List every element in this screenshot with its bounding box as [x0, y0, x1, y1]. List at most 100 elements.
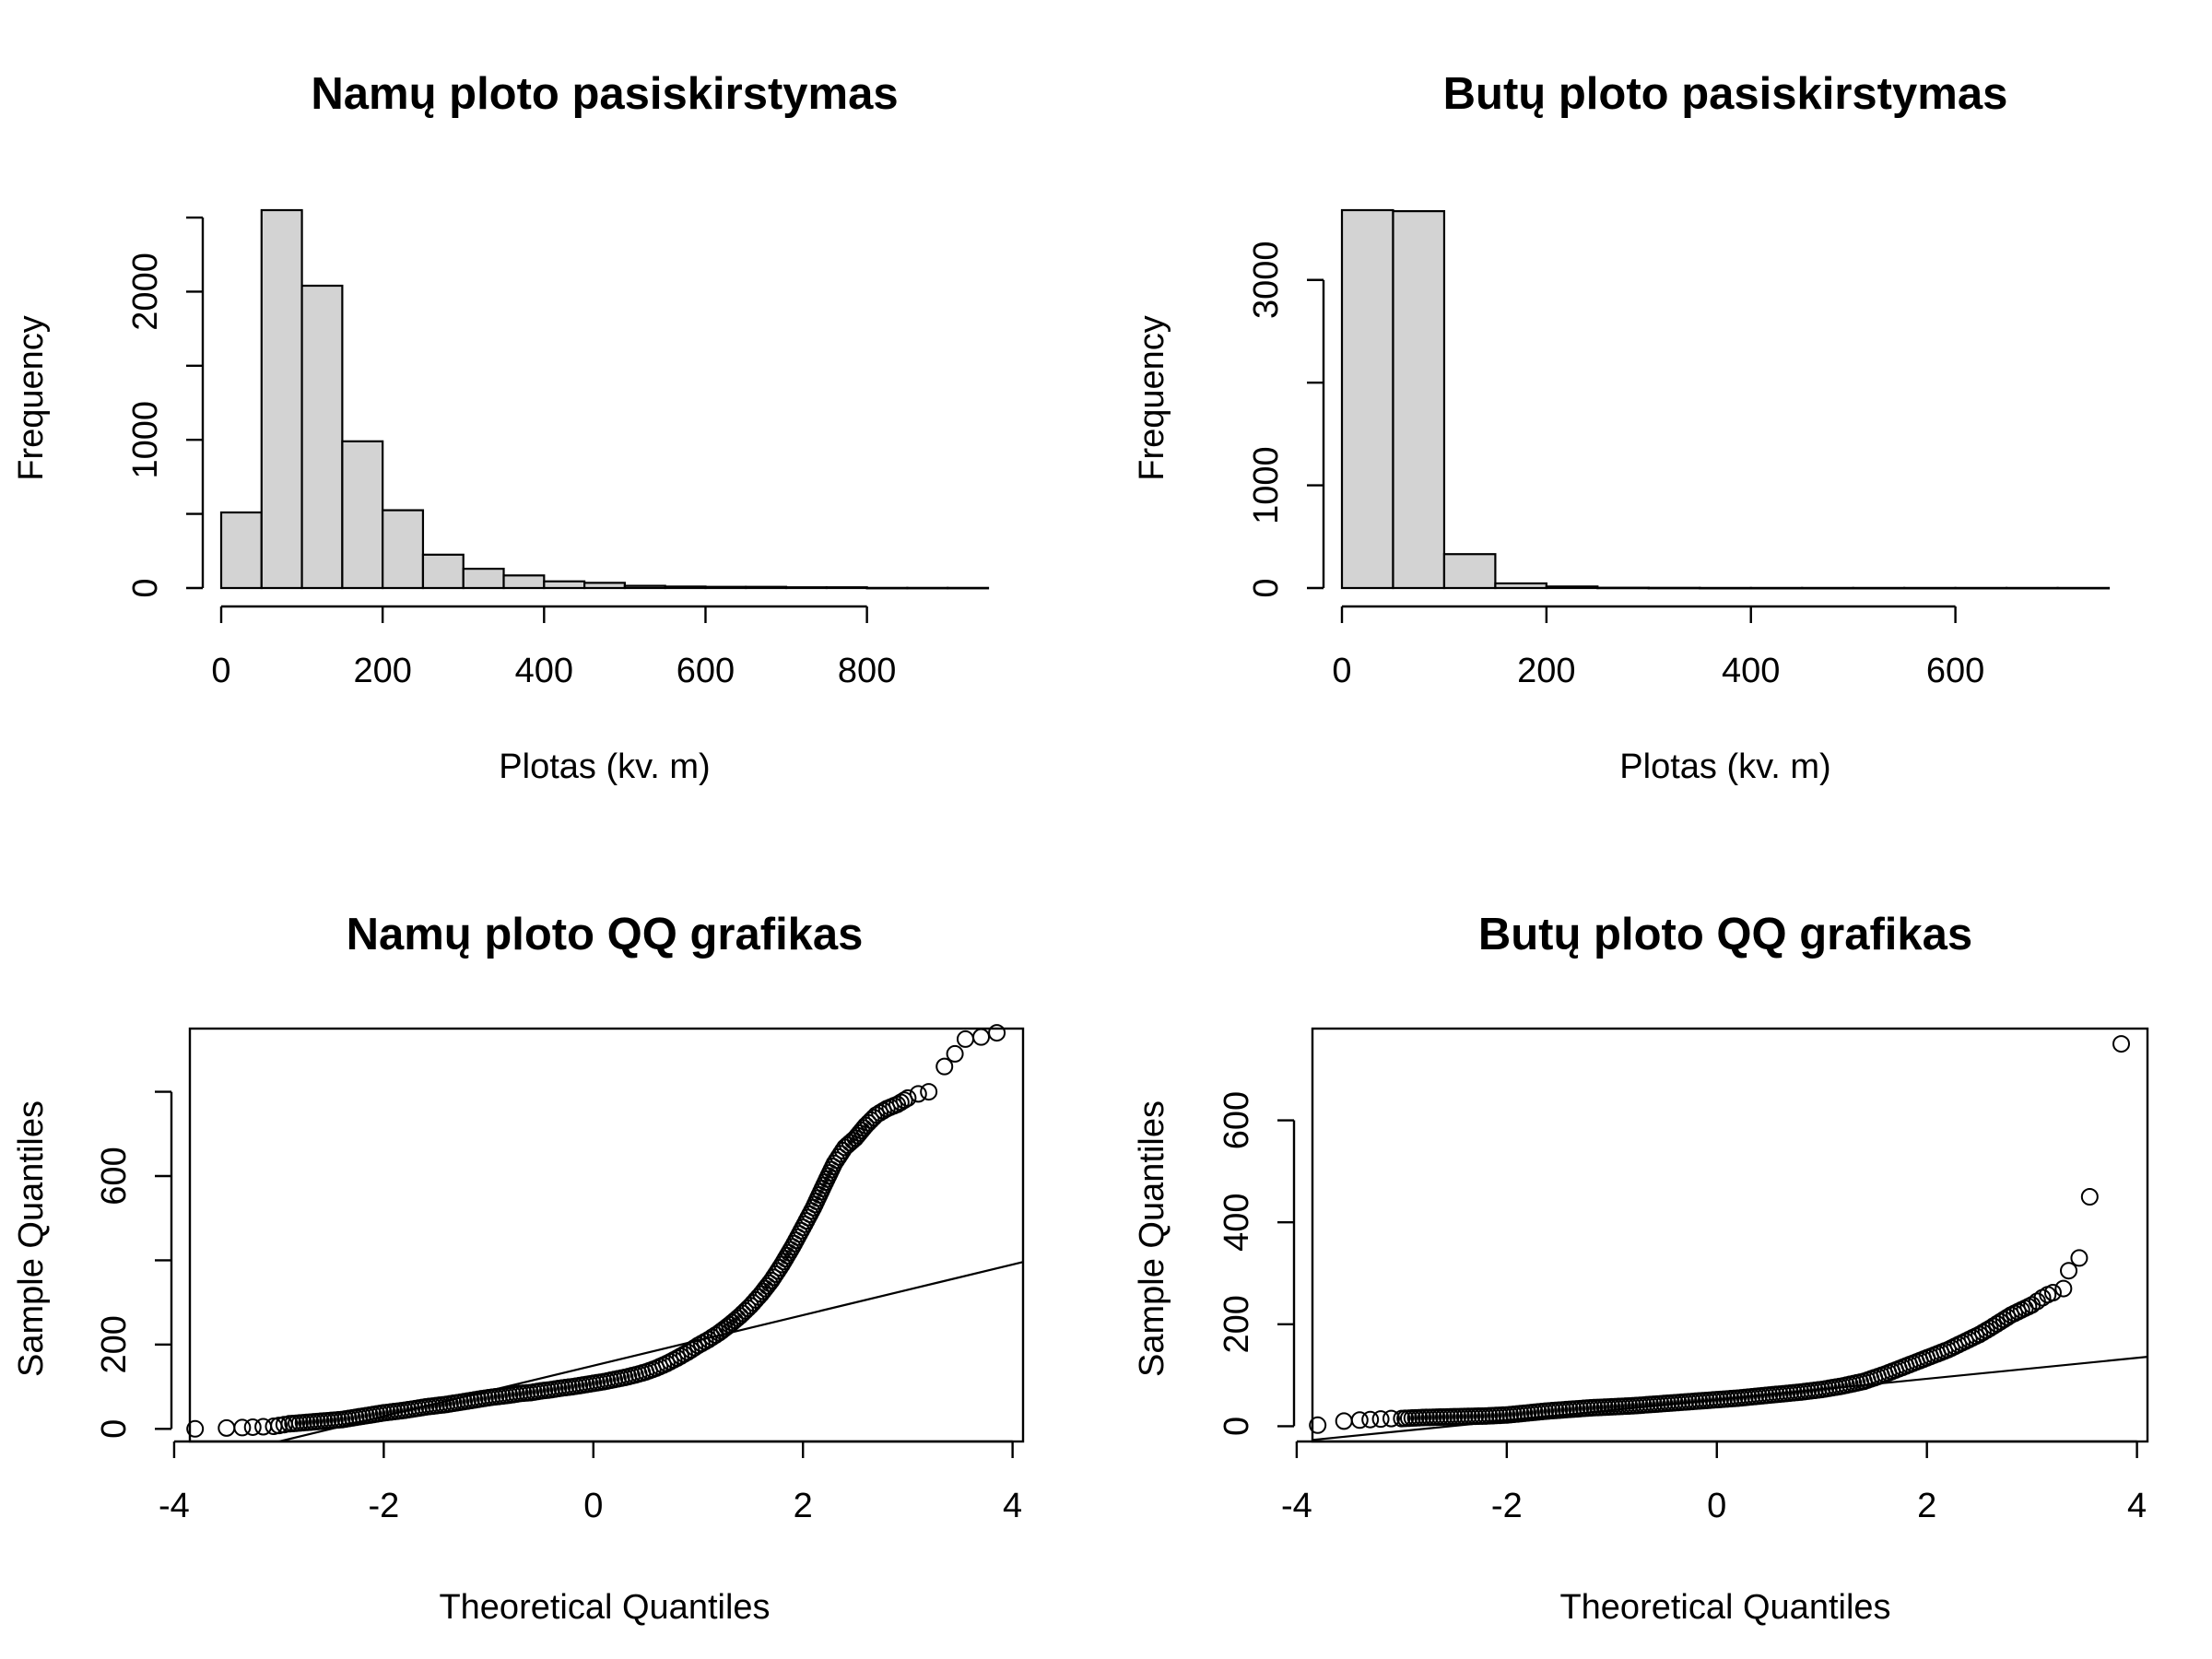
y-tick-label: 600	[95, 1147, 134, 1205]
x-tick-label: -4	[1281, 1487, 1312, 1525]
histogram-bar	[502, 574, 546, 590]
chart-title: Butų ploto pasiskirstymas	[1443, 69, 2008, 119]
histogram-bar	[1852, 586, 1906, 590]
histogram-bar	[341, 440, 384, 590]
y-tick-label: 0	[1247, 578, 1286, 597]
qq-point	[946, 1044, 964, 1063]
histogram-bar	[704, 585, 747, 590]
histogram-bar	[745, 585, 788, 590]
y-tick-label: 600	[1218, 1091, 1256, 1149]
histogram-bar	[825, 586, 868, 590]
x-axis-label: Theoretical Quantiles	[1559, 1588, 1890, 1627]
x-tick-label: 400	[515, 652, 573, 690]
qq-point	[972, 1028, 991, 1046]
x-tick-label: 200	[353, 652, 411, 690]
x-tick-label: 200	[1517, 652, 1575, 690]
qq-point	[233, 1418, 252, 1437]
histogram-bar	[462, 567, 505, 590]
qq-point	[1382, 1409, 1400, 1428]
qq-point	[895, 1091, 913, 1110]
qq-point	[1361, 1410, 1380, 1429]
qq-point	[1309, 1416, 1327, 1434]
qq-point	[899, 1088, 917, 1107]
histogram-houses: Namų ploto pasiskirstymas Plotas (kv. m)…	[12, 69, 990, 786]
chart-title: Namų ploto QQ grafikas	[347, 910, 864, 959]
histogram-bar	[1340, 208, 1394, 590]
x-tick-label: -4	[159, 1487, 190, 1525]
y-tick-label: 0	[1218, 1417, 1256, 1436]
histogram-bar	[1801, 586, 1854, 590]
x-tick-label: 2	[1917, 1487, 1936, 1525]
x-tick-label: 800	[838, 652, 896, 690]
qq-point	[935, 1057, 954, 1076]
y-tick-label: 0	[95, 1419, 134, 1439]
x-tick-label: 2	[794, 1487, 813, 1525]
plot-box	[1311, 1027, 2149, 1443]
histogram-bar	[382, 509, 425, 590]
y-axis-label: Frequency	[1133, 315, 1171, 481]
qq-plot-houses: Namų ploto QQ grafikas Theoretical Quant…	[12, 910, 1025, 1627]
histogram-bar	[784, 586, 828, 590]
histogram-bar	[906, 586, 949, 590]
qq-point	[186, 1419, 205, 1438]
histogram-bar	[1494, 582, 1547, 590]
histogram-bar	[1545, 585, 1599, 590]
histogram-bar	[260, 208, 303, 590]
histogram-bar	[947, 586, 990, 590]
qq-point	[218, 1418, 236, 1437]
x-tick-label: 600	[1926, 652, 1984, 690]
histogram-bar	[219, 511, 263, 590]
y-tick-label: 400	[1218, 1193, 1256, 1251]
x-axis-label: Theoretical Quantiles	[439, 1588, 770, 1627]
qq-point	[2112, 1035, 2131, 1053]
x-tick-label: 0	[583, 1487, 603, 1525]
y-tick-label: 0	[126, 578, 165, 597]
x-tick-label: 600	[677, 652, 735, 690]
histogram-bar	[300, 284, 344, 590]
histogram-bar	[1749, 586, 1804, 590]
y-axis-label: Frequency	[12, 315, 51, 481]
histogram-bar	[1903, 586, 1957, 590]
x-tick-label: 4	[2127, 1487, 2147, 1525]
x-axis-label: Plotas (kv. m)	[499, 747, 710, 786]
histogram-bar	[421, 553, 465, 590]
qq-point	[1371, 1410, 1390, 1429]
qq-point	[243, 1418, 262, 1436]
qq-point	[988, 1024, 1006, 1042]
x-tick-label: 0	[1332, 652, 1351, 690]
qq-point	[909, 1085, 927, 1103]
x-tick-label: -2	[1491, 1487, 1523, 1525]
y-tick-label: 2000	[126, 253, 165, 331]
x-axis-label: Plotas (kv. m)	[1619, 747, 1830, 786]
x-tick-label: 4	[1003, 1487, 1022, 1525]
histogram-bar	[1954, 586, 2008, 590]
y-axis-label: Sample Quantiles	[12, 1100, 51, 1377]
qq-point	[2043, 1283, 2062, 1301]
qq-point	[2080, 1188, 2099, 1206]
y-tick-label: 200	[1218, 1295, 1256, 1353]
y-axis-label: Sample Quantiles	[1133, 1100, 1171, 1377]
qq-point	[956, 1030, 974, 1048]
qq-point	[2054, 1279, 2073, 1298]
histogram-bar	[2005, 586, 2059, 590]
qq-reference-line	[274, 1261, 1023, 1441]
qq-point	[1335, 1412, 1353, 1430]
histogram-bar	[664, 585, 707, 590]
histogram-bar	[1392, 210, 1446, 590]
qq-point	[920, 1083, 938, 1101]
histogram-bar	[1442, 553, 1497, 590]
x-tick-label: 0	[1707, 1487, 1726, 1525]
histogram-bar	[1596, 586, 1650, 590]
plot-box	[188, 1027, 1025, 1443]
qq-point	[1350, 1411, 1369, 1430]
histogram-bar	[1699, 586, 1752, 590]
qq-point	[2070, 1249, 2088, 1267]
x-tick-label: 0	[211, 652, 230, 690]
y-tick-label: 200	[95, 1315, 134, 1373]
histogram-bar	[583, 582, 626, 590]
histogram-bar	[865, 586, 909, 590]
histogram-bar	[543, 580, 586, 590]
x-tick-label: -2	[368, 1487, 399, 1525]
histogram-bar	[2056, 586, 2111, 590]
